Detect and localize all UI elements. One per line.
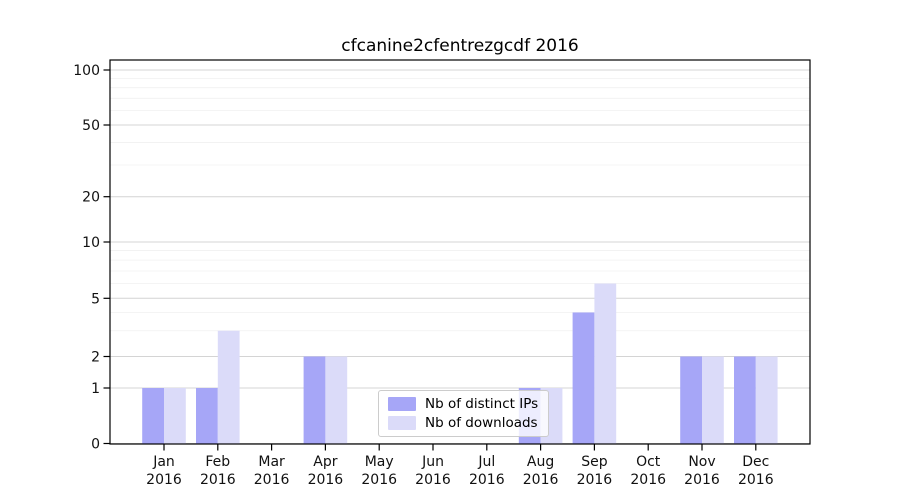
bar-nb-of-distinct-ips-dec: [734, 356, 756, 444]
x-tick-label: Jun 2016: [415, 454, 451, 488]
y-tick-label: 50: [82, 118, 100, 134]
y-tick-label: 1: [91, 381, 100, 397]
bar-nb-of-downloads-jan: [164, 388, 186, 444]
bar-nb-of-distinct-ips-nov: [680, 356, 702, 444]
x-tick-label: Jul 2016: [469, 454, 505, 488]
y-tick-label: 0: [91, 437, 100, 453]
bar-nb-of-distinct-ips-sep: [572, 312, 595, 444]
bar-nb-of-distinct-ips-feb: [196, 388, 218, 444]
legend-label-distinct-ips: Nb of distinct IPs: [425, 396, 539, 412]
y-tick-label: 5: [91, 291, 100, 307]
x-tick-label: Aug 2016: [523, 454, 559, 488]
legend-label-downloads: Nb of downloads: [425, 415, 538, 431]
y-tick-label: 20: [82, 190, 100, 206]
x-tick-label: May 2016: [361, 454, 397, 488]
axes-frame: [109, 59, 811, 445]
x-tick-label: Apr 2016: [308, 454, 344, 488]
x-tick-label: Nov 2016: [684, 454, 720, 488]
legend: Nb of distinct IPs Nb of downloads: [378, 390, 550, 437]
x-tick-label: Dec 2016: [738, 454, 774, 488]
legend-swatch-distinct-ips: [388, 397, 416, 411]
y-tick-label: 10: [82, 235, 100, 251]
legend-swatch-downloads: [388, 416, 416, 430]
bar-nb-of-downloads-dec: [755, 356, 778, 444]
bar-nb-of-downloads-sep: [594, 283, 617, 444]
legend-item-distinct-ips: Nb of distinct IPs: [388, 396, 538, 412]
x-tick-label: Feb 2016: [200, 454, 236, 488]
bar-nb-of-downloads-apr: [325, 356, 348, 444]
x-tick-label: Oct 2016: [630, 454, 666, 488]
bar-nb-of-downloads-feb: [217, 330, 240, 444]
x-tick-label: Sep 2016: [577, 454, 613, 488]
y-tick-label: 2: [91, 350, 100, 366]
x-tick-label: Jan 2016: [146, 454, 182, 488]
bar-nb-of-downloads-nov: [702, 356, 724, 444]
bar-nb-of-distinct-ips-jan: [142, 388, 164, 444]
bar-nb-of-distinct-ips-apr: [303, 356, 326, 444]
chart-title: cfcanine2cfentrezgcdf 2016: [341, 36, 579, 56]
x-tick-label: Mar 2016: [254, 454, 290, 488]
legend-item-downloads: Nb of downloads: [388, 415, 538, 431]
y-tick-label: 100: [73, 63, 100, 79]
